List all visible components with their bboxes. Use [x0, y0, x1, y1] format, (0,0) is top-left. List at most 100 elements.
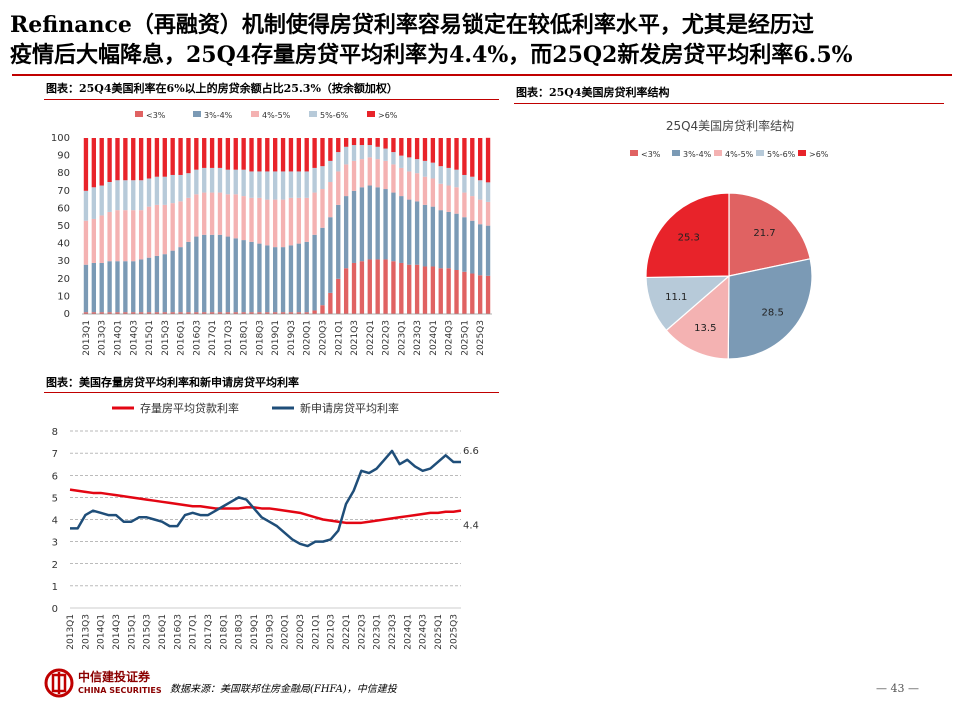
chart1-bar-segment	[320, 305, 325, 314]
chart3-x-tick-label: 2020Q3	[296, 614, 306, 650]
chart1-bar-segment	[280, 171, 286, 200]
chart1-x-tick-label: 2013Q1	[82, 320, 92, 356]
chart1-bar-segment	[249, 138, 254, 172]
chart1-bar-segment	[336, 171, 341, 205]
chart1-bar-segment	[178, 174, 183, 202]
chart1-bar-segment	[99, 138, 104, 186]
chart1-x-tick-label: 2025Q1	[460, 320, 470, 356]
pie-legend-swatch-4	[798, 150, 806, 156]
chart1-bar-segment	[257, 243, 262, 313]
chart3-caption: 图表：美国存量房贷平均利率和新申请房贷平均利率	[46, 376, 299, 389]
chart1-bar-segment	[138, 210, 144, 260]
chart1-y-axis: 0 10 20 30 40 50 60 70 80 90 100	[51, 133, 70, 320]
chart1-x-tick-label: 2022Q1	[366, 320, 376, 356]
chart1-y-tick-label: 60	[57, 203, 70, 214]
chart1-bar-segment	[249, 241, 254, 313]
chart3-legend-label-0: 存量房平均贷款利率	[140, 401, 239, 415]
chart3-y-tick-label: 6	[52, 471, 58, 482]
chart1-bar-segment	[273, 247, 278, 313]
chart1-bar-segment	[83, 264, 89, 313]
chart1-legend-swatch-3	[309, 111, 317, 117]
chart1-bar-segment	[383, 160, 388, 190]
chart1-bar-segment	[241, 196, 246, 241]
chart1-bar-segment	[170, 203, 175, 251]
chart1-bar-segment	[115, 138, 120, 181]
chart1-y-tick-label: 90	[57, 151, 70, 162]
chart1-bar-segment	[430, 266, 436, 314]
chart1-bar-segment	[320, 227, 325, 306]
chart1-bar-segment	[249, 312, 254, 314]
chart1-bar-segment	[375, 159, 380, 188]
chart1-bar-segment	[273, 199, 278, 248]
logo-text-en: CHINA SECURITIES	[78, 686, 162, 695]
chart1-bar-segment	[91, 262, 96, 313]
chart1-bar-segment	[265, 138, 270, 172]
chart1-bar-segment	[178, 247, 183, 313]
chart1-bar-segment	[273, 171, 278, 200]
chart1-bar-segment	[407, 264, 412, 314]
chart1-bar-segment	[241, 312, 246, 314]
chart1-bar-segment	[194, 138, 199, 170]
chart1-bar-segment	[209, 138, 215, 168]
headline-line-1: Refinance（再融资）机制使得房贷利率容易锁定在较低利率水平，尤其是经历过	[10, 12, 814, 38]
chart1-x-tick-label: 2024Q3	[445, 320, 455, 356]
chart3-x-tick-label: 2013Q1	[66, 614, 76, 650]
chart1-bar-segment	[202, 312, 207, 314]
chart1-bar-segment	[123, 312, 128, 314]
chart1-bar-segment	[131, 210, 136, 262]
chart1-bar-segment	[383, 189, 388, 260]
chart1-bar-segment	[407, 199, 412, 265]
chart1-bar-segment	[273, 138, 278, 172]
chart1-bar-segment	[265, 171, 270, 200]
chart1-bar-segment	[304, 241, 309, 313]
chart1-bar-segment	[225, 169, 231, 195]
chart1-bar-segment	[446, 138, 451, 168]
chart1-bar-segment	[359, 138, 365, 146]
chart1-bar-segment	[462, 217, 467, 272]
chart1-bar-segment	[83, 190, 89, 221]
chart1-bar-segment	[304, 171, 309, 198]
chart1-bar-segment	[249, 197, 254, 242]
chart3-x-tick-label: 2014Q1	[97, 614, 107, 650]
chart1-bar-segment	[115, 180, 120, 211]
pie-slice-0	[728, 192, 811, 277]
chart3-x-tick-label: 2015Q3	[143, 614, 153, 650]
chart1-bar-segment	[391, 261, 396, 314]
chart1-bar-segment	[91, 138, 96, 188]
chart1-bar-segment	[320, 166, 325, 190]
pie-legend-swatch-1	[672, 150, 680, 156]
chart1-bar-segment	[107, 312, 112, 314]
chart1-x-axis: 2013Q1 2013Q3 2014Q1 2014Q3 2015Q1 2015Q3 2016…	[82, 313, 492, 356]
chart1-bar-segment	[131, 138, 136, 181]
chart3-x-tick-label: 2023Q3	[388, 614, 398, 650]
chart1-bar-segment	[233, 238, 238, 313]
chart1-bar-segment	[209, 234, 215, 313]
chart1-bar-segment	[391, 152, 396, 165]
chart1-bar-segment	[123, 180, 128, 211]
chart3-x-tick-label: 2018Q1	[219, 614, 229, 650]
chart1-bar-segment	[399, 138, 404, 156]
pie-title: 25Q4美国房贷利率结构	[666, 118, 794, 133]
chart1-bar-segment	[336, 138, 341, 153]
chart1-bar-segment	[280, 247, 286, 313]
chart1-bar-segment	[225, 312, 231, 314]
chart3-x-tick-label: 2013Q3	[81, 614, 91, 650]
chart1-bar-segment	[265, 199, 270, 246]
chart3-series-line-1	[70, 449, 461, 548]
chart1-bar-segment	[312, 234, 317, 311]
chart1-bar-segment	[478, 180, 483, 200]
chart1-bar-segment	[99, 262, 104, 313]
chart3-y-tick-label: 8	[52, 427, 58, 438]
pie-slice-4	[645, 192, 730, 279]
chart1-bar-segment	[296, 197, 301, 244]
chart3-caption-underline	[44, 392, 499, 393]
chart3-y-tick-label: 0	[52, 604, 58, 615]
chart1-y-tick-label: 40	[57, 239, 70, 250]
chart1-x-tick-label: 2020Q1	[303, 320, 313, 356]
chart1-x-tick-label: 2019Q1	[271, 320, 281, 356]
chart1-bar-segment	[430, 206, 436, 267]
chart1-bar-segment	[209, 167, 215, 193]
chart1-bar-segment	[115, 261, 120, 313]
chart1-bar-segment	[265, 245, 270, 313]
chart2-caption-underline	[514, 103, 944, 104]
